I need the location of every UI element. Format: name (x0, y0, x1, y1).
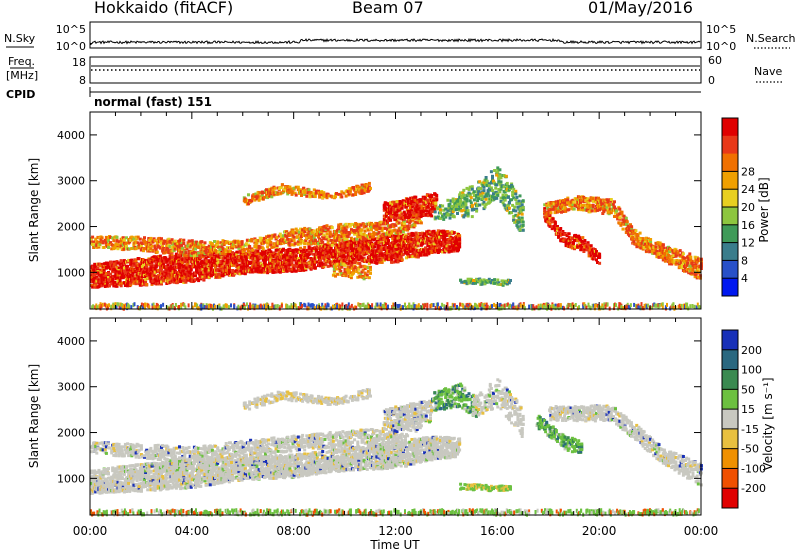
noise-trace (90, 37, 701, 45)
colorbar-tick-label: 200 (741, 344, 762, 357)
cpid-text: normal (fast) 151 (94, 95, 212, 109)
colorbar-tick-label: 16 (741, 219, 755, 232)
colorbar-swatch (722, 488, 738, 509)
colorbar-swatch (722, 207, 738, 226)
freq-label-2: [MHz] (6, 69, 38, 82)
power-colorbar-label: Power [dB] (757, 177, 771, 242)
y-tick-label: 1000 (57, 266, 85, 279)
freq-label-1: Freq. (8, 55, 35, 68)
colorbar-tick-label: 12 (741, 237, 755, 250)
colorbar-tick-label: 50 (741, 383, 755, 396)
freq-tick-high: 18 (72, 56, 86, 69)
colorbar-swatch (722, 171, 738, 190)
freq-tick-low: 8 (79, 74, 86, 87)
colorbar-swatch (722, 448, 738, 469)
colorbar-tick-label: -15 (741, 423, 759, 436)
colorbar-swatch (722, 118, 738, 137)
power-x-ticks (89, 112, 702, 309)
colorbar-swatch (722, 369, 738, 390)
nsky-label: N.Sky (4, 32, 36, 45)
time-axis-title: Time UT (369, 538, 420, 552)
x-tick-label: 00:00 (684, 524, 719, 538)
x-tick-label: 16:00 (480, 524, 515, 538)
colorbar-swatch (722, 278, 738, 297)
colorbar-swatch (722, 224, 738, 244)
nave-tick-high: 60 (708, 54, 722, 67)
colorbar-tick-label: -200 (741, 482, 766, 495)
station-title: Hokkaido (fitACF) (94, 0, 234, 17)
y-tick-label: 3000 (57, 175, 85, 188)
colorbar-swatch (722, 242, 738, 261)
colorbar-tick-label: 28 (741, 165, 755, 178)
nave-tick-low: 0 (708, 74, 715, 87)
power-colorbar: 4 8 12 16 20 24 28 (721, 117, 755, 297)
colorbar-swatch (722, 189, 738, 208)
y-tick-label: 2000 (57, 427, 85, 440)
colorbar-tick-label: 20 (741, 201, 755, 214)
noise-tick-right-high: 10^5 (706, 23, 736, 36)
velocity-x-ticks (89, 318, 702, 515)
nave-label: Nave (754, 65, 782, 78)
colorbar-tick-label: 4 (741, 272, 748, 285)
noise-tick-right-low: 10^0 (706, 40, 736, 53)
beam-title: Beam 07 (352, 0, 424, 17)
power-data (90, 166, 703, 311)
y-tick-label: 1000 (57, 472, 85, 485)
noise-tick-left-low: 10^0 (56, 40, 86, 53)
colorbar-swatch (722, 389, 738, 410)
colorbar-tick-label: 15 (741, 403, 755, 416)
x-tick-label: 00:00 (73, 524, 108, 538)
y-tick-label: 3000 (57, 381, 85, 394)
y-tick-label: 4000 (57, 335, 85, 348)
noise-panel (89, 21, 702, 49)
colorbar-tick-label: 24 (741, 183, 755, 196)
time-axis-labels: 00:00 04:00 08:00 12:00 16:00 20:00 00:00 (73, 524, 719, 538)
colorbar-swatch (722, 468, 738, 489)
colorbar-tick-label: 100 (741, 364, 762, 377)
velocity-y-ticks: 1000 2000 3000 4000 (57, 335, 701, 485)
colorbar-tick-label: 8 (741, 254, 748, 267)
noise-tick-left-high: 10^5 (56, 23, 86, 36)
colorbar-swatch (722, 330, 738, 351)
x-tick-label: 20:00 (582, 524, 617, 538)
x-tick-label: 08:00 (276, 524, 311, 538)
cpid-label: CPID (6, 88, 35, 101)
nsearch-label: N.Search (746, 32, 796, 45)
power-ylabel: Slant Range [km] (27, 158, 41, 262)
date-title: 01/May/2016 (588, 0, 693, 17)
colorbar-tick-label: -100 (741, 462, 766, 475)
colorbar-tick-label: -50 (741, 443, 759, 456)
colorbar-swatch (722, 153, 738, 172)
colorbar-swatch (722, 260, 738, 279)
colorbar-swatch (722, 349, 738, 371)
velocity-colorbar-label: Velocity [m s⁻¹] (761, 377, 775, 470)
colorbar-swatch (722, 428, 738, 450)
x-tick-label: 12:00 (378, 524, 413, 538)
velocity-data (90, 378, 703, 517)
colorbar-swatch (722, 135, 738, 155)
colorbar-swatch (722, 409, 738, 430)
y-tick-label: 4000 (57, 129, 85, 142)
power-y-ticks: 1000 2000 3000 4000 (57, 129, 701, 279)
y-tick-label: 2000 (57, 221, 85, 234)
velocity-ylabel: Slant Range [km] (27, 364, 41, 468)
x-tick-label: 04:00 (175, 524, 210, 538)
velocity-colorbar: 200 100 50 15 -15 -50 -100 -200 (721, 329, 766, 509)
